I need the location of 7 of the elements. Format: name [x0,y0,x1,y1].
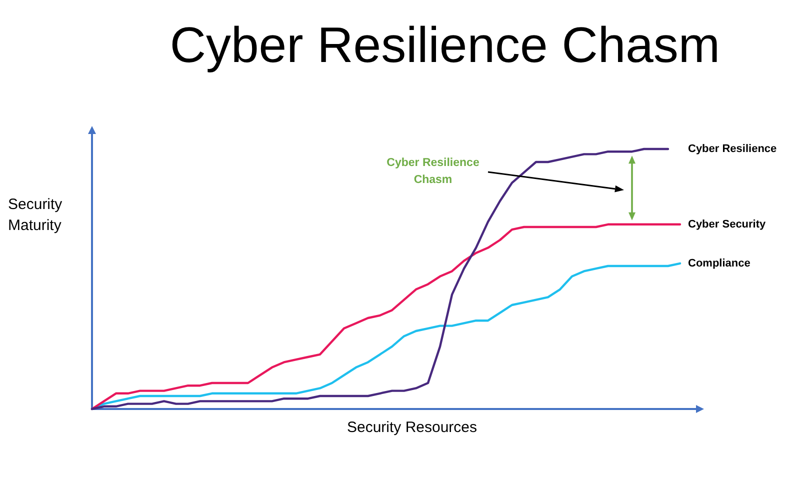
chart-title: Cyber Resilience Chasm [168,16,722,75]
series-label: Cyber Security [688,218,767,230]
series-label: Compliance [688,257,750,270]
x-axis-title: Security Resources [346,418,478,438]
annotation: Cyber Resilience Chasm [386,156,480,188]
y-axis-title: Security Maturity [8,195,64,236]
series-label: Cyber Resilience [688,143,777,156]
